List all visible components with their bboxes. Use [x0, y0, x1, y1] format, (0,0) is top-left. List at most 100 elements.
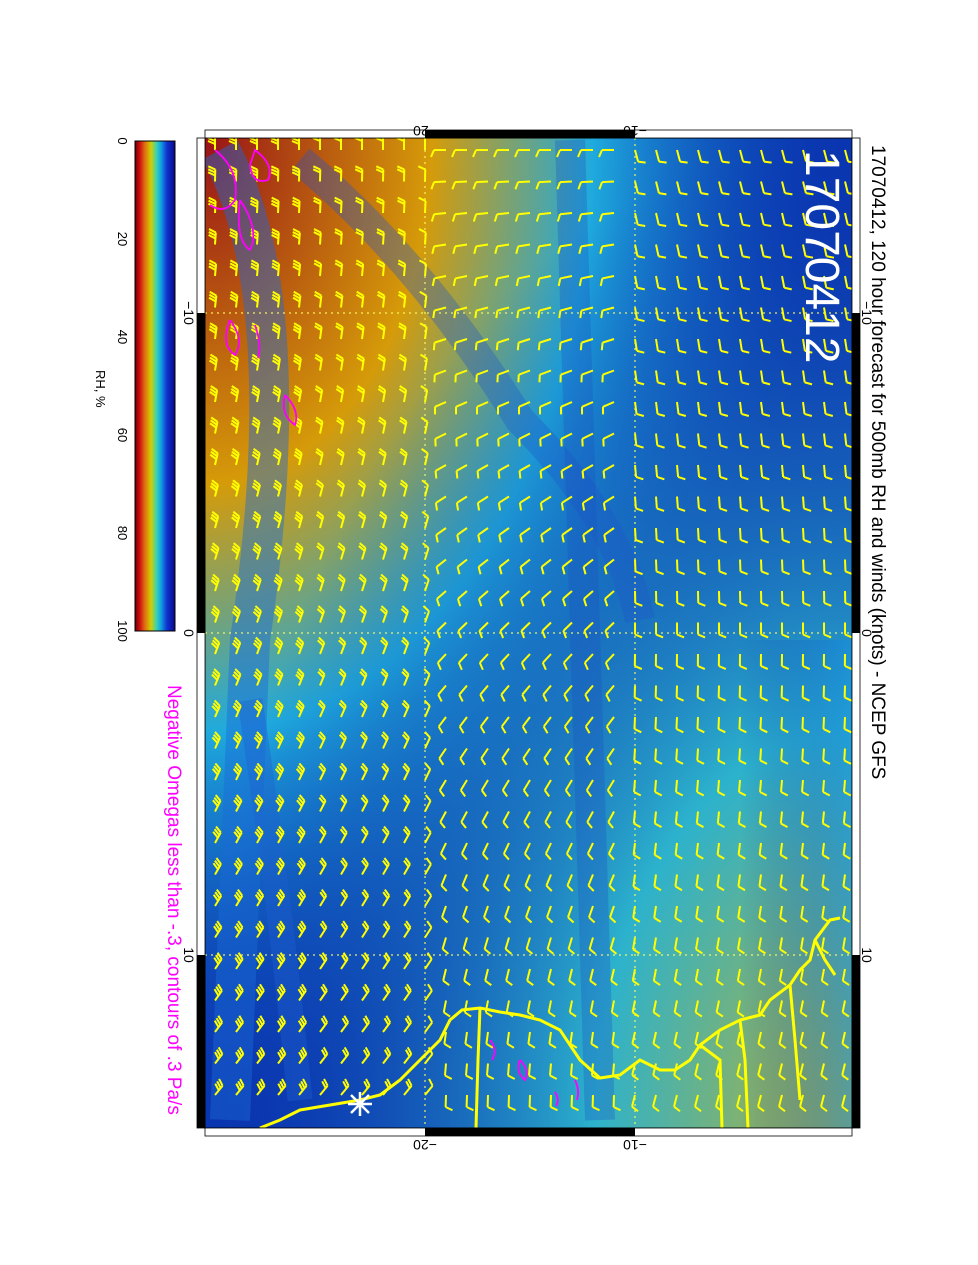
wind-barb [655, 338, 666, 354]
wind-barb [213, 920, 223, 939]
wind-barb [234, 983, 244, 1002]
wind-barb [781, 527, 791, 544]
omega-note: Negative Omegas less than -.3, contours … [163, 685, 184, 1115]
wind-barb [315, 416, 324, 434]
wind-barb [820, 1094, 828, 1113]
wind-barb [823, 464, 833, 481]
wind-barb [232, 762, 243, 781]
colorbar-tick-100: 100 [115, 620, 130, 642]
wind-barb [495, 306, 510, 319]
wind-barb [457, 621, 468, 639]
wind-barb [655, 370, 666, 386]
wind-barb [211, 668, 221, 686]
wind-barb [297, 983, 307, 1002]
wind-barb [562, 653, 573, 671]
wind-barb [781, 496, 791, 512]
wind-barb [556, 212, 573, 222]
wind-barb [230, 479, 240, 497]
wind-barb [484, 968, 492, 987]
wind-barb [455, 464, 468, 479]
wind-barb [718, 370, 729, 386]
wind-barb [209, 385, 219, 403]
wind-barb [440, 874, 448, 892]
wind-barb [421, 479, 429, 497]
wind-barb [399, 479, 408, 497]
wind-barb [432, 338, 447, 351]
wind-barb [235, 1046, 245, 1065]
wind-barb [319, 1046, 329, 1065]
wind-barb [422, 605, 430, 623]
wind-barb [655, 559, 664, 576]
wind-barb [356, 322, 365, 340]
wind-barb [252, 636, 263, 655]
wind-barb [598, 212, 615, 222]
wind-barb [738, 685, 747, 702]
wind-barb [584, 716, 594, 734]
wind-barb [780, 685, 789, 702]
wind-barb [578, 243, 594, 254]
wind-barb [633, 748, 642, 765]
wind-barb [654, 779, 663, 797]
wind-barb [460, 811, 468, 829]
wind-barb [589, 968, 597, 987]
wind-barb [378, 510, 388, 529]
wind-barb [843, 748, 852, 765]
wind-barb [479, 716, 489, 734]
wind-barb [802, 559, 811, 576]
wind-barb [654, 685, 663, 702]
wind-barb [823, 433, 833, 449]
right-tick-2: 0 [859, 629, 875, 637]
wind-barb [655, 433, 665, 449]
wind-barb [653, 842, 662, 860]
wind-barb [500, 684, 510, 702]
wind-barb [739, 307, 750, 323]
wind-barb [546, 937, 555, 955]
wind-barb [500, 716, 510, 734]
wind-barb [675, 748, 684, 765]
wind-barb [537, 338, 552, 351]
wind-barb [454, 401, 468, 415]
wind-barb [378, 479, 387, 497]
wind-barb [444, 1094, 453, 1112]
wind-barb [673, 1031, 682, 1049]
wind-barb [276, 1015, 287, 1033]
wind-barb [499, 621, 510, 639]
wind-barb [424, 825, 432, 844]
wind-barb [251, 447, 261, 466]
wind-barb [584, 684, 594, 702]
wind-barb [715, 1000, 724, 1018]
wind-barb [478, 653, 489, 671]
wind-barb [675, 716, 684, 734]
wind-barb [653, 905, 662, 923]
wind-barb [473, 275, 489, 287]
wind-barb [438, 747, 447, 766]
wind-barb [381, 825, 390, 844]
wind-barb [674, 874, 683, 892]
wind-barb [399, 510, 409, 529]
wind-barb [676, 275, 687, 291]
wind-barb [507, 1094, 516, 1112]
wind-barb [590, 1031, 599, 1049]
wind-barb [802, 464, 812, 481]
wind-barb [802, 622, 811, 639]
wind-barb [442, 1000, 451, 1018]
wind-barb [464, 1063, 474, 1080]
wind-barb [207, 165, 217, 182]
wind-barb [335, 322, 344, 340]
top-tick-2: −10 [623, 123, 647, 139]
wind-barb [655, 307, 666, 323]
wind-barb [358, 542, 367, 560]
wind-barb [569, 1063, 579, 1080]
wind-barb [516, 306, 531, 319]
wind-barb [739, 527, 749, 544]
wind-barb [653, 937, 661, 955]
wind-barb [697, 149, 709, 164]
wind-barb [605, 684, 615, 702]
wind-barb [781, 622, 790, 639]
wind-barb [480, 747, 489, 766]
wind-barb [738, 653, 748, 670]
wind-barb [737, 874, 746, 892]
wind-barb [800, 905, 809, 923]
wind-barb [652, 1063, 660, 1081]
wind-barb [457, 590, 468, 607]
